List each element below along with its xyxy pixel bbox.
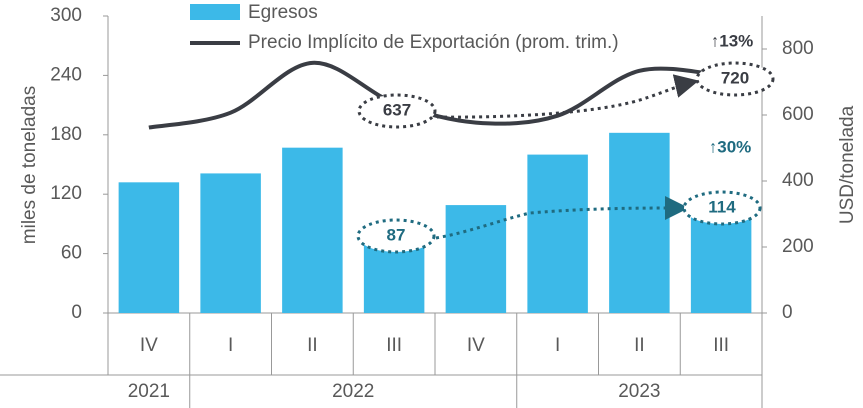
x-tick-label: IV — [467, 335, 485, 356]
x-tick-label: IV — [140, 335, 158, 356]
legend-label: Precio Implícito de Exportación (prom. t… — [248, 32, 619, 53]
y-tick-label: 300 — [50, 5, 82, 26]
y-tick-label: 180 — [50, 124, 82, 145]
y2-tick-label: 800 — [782, 38, 814, 59]
annotation-ellipse — [356, 218, 436, 254]
x-tick-label: I — [228, 335, 233, 356]
y2-tick-label: 400 — [782, 170, 814, 191]
x-tick-label: II — [307, 335, 318, 356]
group-label: 2023 — [618, 381, 660, 402]
annotation: 720 — [721, 68, 749, 87]
bar — [118, 182, 180, 313]
annotation-ellipse — [682, 190, 762, 226]
y-tick-label: 60 — [61, 243, 82, 264]
legend-label: Egresos — [248, 2, 318, 23]
annotation-ellipse — [357, 93, 437, 129]
y-tick-label: 120 — [50, 183, 82, 204]
y2-tick-label: 600 — [782, 104, 814, 125]
y-axis-label: miles de toneladas — [19, 86, 40, 244]
y2-tick-label: 0 — [782, 302, 793, 323]
bar — [527, 154, 588, 313]
annotation: 637 — [383, 100, 411, 119]
line — [148, 60, 722, 130]
x-tick-label: III — [386, 335, 402, 356]
annotation-arrow — [436, 74, 699, 119]
bar — [609, 132, 670, 313]
annotation: 87 — [387, 225, 406, 244]
x-tick-label: III — [713, 335, 729, 356]
bar — [282, 147, 343, 313]
y-tick-label: 0 — [71, 302, 82, 323]
y2-axis-label: USD/tonelada — [837, 105, 858, 224]
bar — [445, 205, 507, 313]
x-tick-label: I — [555, 335, 560, 356]
x-tick-label: II — [634, 335, 645, 356]
annotation-ellipse — [695, 61, 775, 97]
annotation-arrow — [435, 196, 689, 240]
group-label: 2021 — [128, 381, 170, 402]
y2-tick-label: 200 — [782, 236, 814, 257]
annotation: ↑13% — [711, 31, 754, 50]
legend-swatch — [190, 4, 240, 20]
annotation: 114 — [708, 197, 736, 216]
y-tick-label: 240 — [50, 64, 82, 85]
annotation: ↑30% — [709, 137, 752, 156]
bar — [200, 173, 261, 313]
group-label: 2022 — [332, 381, 374, 402]
